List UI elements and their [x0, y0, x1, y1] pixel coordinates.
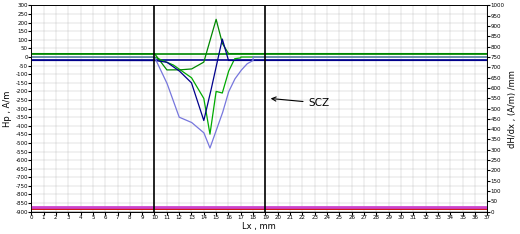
Y-axis label: Hp , A/m: Hp , A/m — [4, 90, 12, 127]
Y-axis label: dH/dx , (A/m) /mm: dH/dx , (A/m) /mm — [508, 70, 516, 147]
Text: SCZ: SCZ — [272, 97, 330, 108]
X-axis label: Lx , mm: Lx , mm — [242, 222, 276, 230]
